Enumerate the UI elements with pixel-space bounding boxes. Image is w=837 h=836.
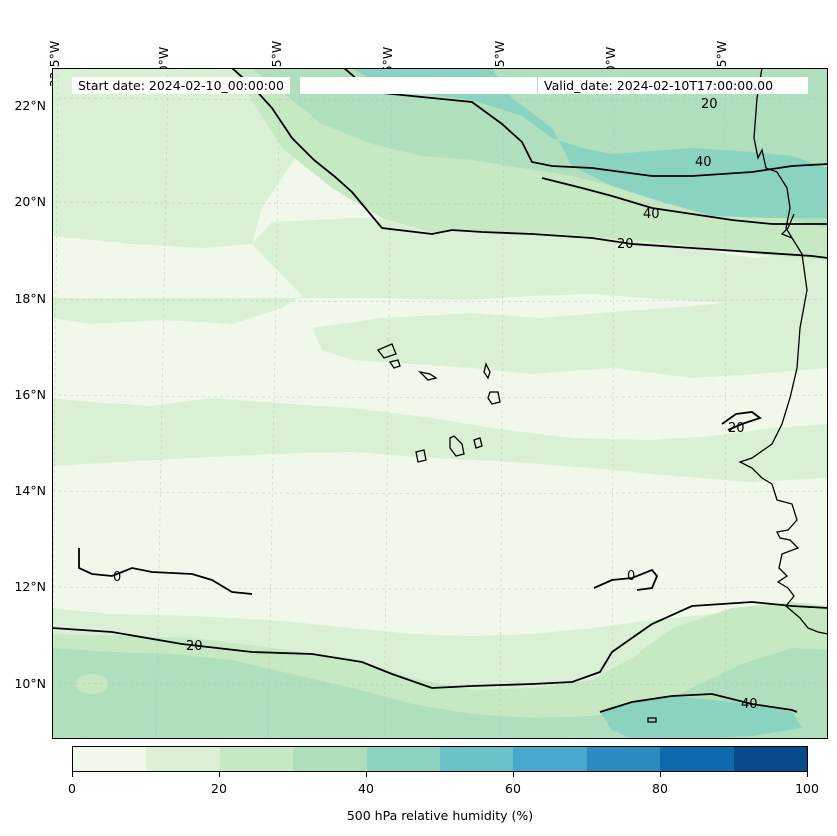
lon-label: 30°W [156,46,171,82]
colorbar-segment [733,747,808,771]
colorbar-segment [366,747,441,771]
contour-label: 20 [617,237,634,252]
contour-label: 0 [627,569,635,584]
header-strip [300,77,537,94]
lat-label: 12°N [14,579,46,594]
colorbar-tick-label: 40 [358,781,374,796]
colorbar-segment [440,747,514,771]
start-date: Start date: 2024-02-10_00:00:00 [72,77,290,94]
gridlines [52,68,828,739]
lon-label: 25°W [380,46,395,82]
lon-label: 32.5°W [47,40,62,88]
colorbar-segment [660,747,734,771]
colorbar-segment [293,747,367,771]
patch-10-20-mid [52,398,828,482]
contour-label: 20 [701,97,718,112]
patch-20-30 [76,674,108,694]
contour-label: 40 [695,155,712,170]
colorbar-tick-label: 20 [211,781,227,796]
colorbar-tick-label: 60 [505,781,521,796]
band-10-20-north [52,68,828,324]
valid-date: Valid_date: 2024-02-10T17:00:00.00 [538,77,808,94]
colorbar-tick-label: 80 [652,781,668,796]
lat-label: 14°N [14,483,46,498]
lat-label: 10°N [14,676,46,691]
humidity-map: 20 40 40 20 20 0 0 20 40 [52,68,828,739]
contour-label: 0 [113,570,121,585]
lon-label: 22.5°W [492,40,507,88]
band-40-50-south [600,696,802,739]
colorbar-segment [513,747,587,771]
colorbar [72,746,808,772]
band-40-50-north [352,68,828,218]
lat-label: 22°N [14,98,46,113]
lat-label: 16°N [14,387,46,402]
contour-lines [52,68,828,713]
lat-label: 20°N [14,194,46,209]
colorbar-tick-label: 100 [795,781,819,796]
contour-label: 40 [643,207,660,222]
colorbar-segment [73,747,147,771]
coastlines [376,68,828,723]
colorbar-title: 500 hPa relative humidity (%) [346,808,534,823]
band-10-20-west [52,68,302,248]
colorbar-segment [586,747,661,771]
contour-label: 20 [728,421,745,436]
lon-label: 17.5°W [714,40,729,88]
lat-label: 18°N [14,291,46,306]
patch-10-20 [312,296,828,378]
lon-label: 20°W [603,46,618,82]
contour-label: 40 [741,697,758,712]
colorbar-tick-label: 0 [68,781,76,796]
lon-label: 27.5°W [269,40,284,88]
colorbar-segment [146,747,220,771]
contour-label: 20 [186,639,203,654]
colorbar-segment [219,747,294,771]
